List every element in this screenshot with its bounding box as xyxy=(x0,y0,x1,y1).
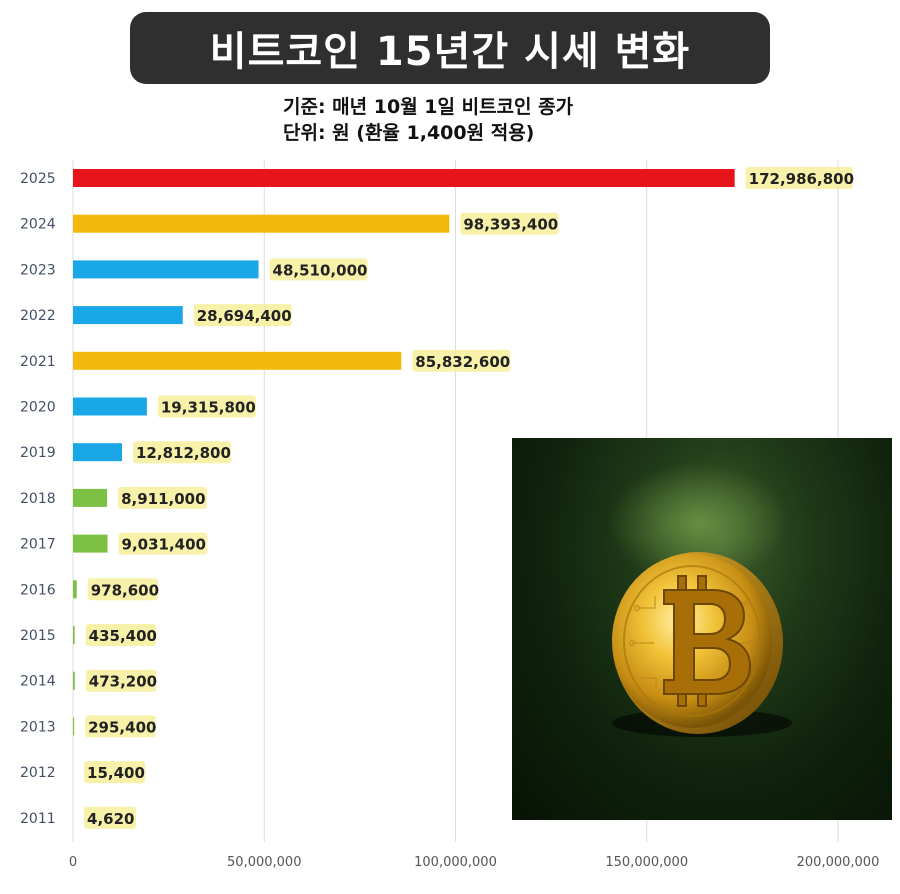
data-label: 19,315,800 xyxy=(161,399,256,417)
data-label: 295,400 xyxy=(88,718,156,736)
data-label: 172,986,800 xyxy=(749,170,854,188)
bar xyxy=(73,443,123,462)
chart-title: 비트코인 15년간 시세 변화 xyxy=(209,29,691,75)
bar xyxy=(73,351,402,370)
bitcoin-coin-icon xyxy=(607,463,792,737)
x-tick-label: 0 xyxy=(69,855,77,870)
chart-subtitle-unit: 단위: 원 (환율 1,400원 적용) xyxy=(283,122,535,144)
x-tick-label: 150,000,000 xyxy=(605,855,688,870)
data-label: 48,510,000 xyxy=(273,261,368,279)
data-label-highlight xyxy=(460,212,559,235)
bar xyxy=(73,260,259,279)
data-label: 4,620 xyxy=(87,810,134,828)
y-category-label: 2016 xyxy=(20,582,56,598)
x-tick-label: 100,000,000 xyxy=(414,855,497,870)
y-category-label: 2015 xyxy=(20,628,56,644)
data-label: 98,393,400 xyxy=(463,216,558,234)
bar xyxy=(73,671,75,690)
data-label-highlight xyxy=(84,761,146,784)
data-label-highlight xyxy=(85,715,156,738)
y-category-label: 2014 xyxy=(20,674,56,690)
data-label: 435,400 xyxy=(89,627,157,645)
data-label: 15,400 xyxy=(87,764,145,782)
bitcoin-coin-image xyxy=(512,438,892,820)
chart-subtitle-basis: 기준: 매년 10월 1일 비트코인 종가 xyxy=(283,96,574,118)
data-label-highlight xyxy=(745,167,853,189)
bar xyxy=(73,306,183,325)
data-label: 85,832,600 xyxy=(415,353,510,371)
data-label-highlight xyxy=(118,486,207,509)
data-label: 978,600 xyxy=(91,581,159,599)
bar xyxy=(73,717,75,736)
data-label: 12,812,800 xyxy=(136,444,231,462)
y-category-label: 2022 xyxy=(20,308,56,324)
y-category-label: 2025 xyxy=(20,171,56,187)
data-label-highlight xyxy=(157,395,256,418)
bar xyxy=(73,169,735,187)
bar xyxy=(73,580,77,599)
bar xyxy=(73,626,75,644)
data-label-highlight xyxy=(85,669,157,692)
data-label: 473,200 xyxy=(89,673,157,691)
bar xyxy=(73,534,108,553)
y-category-label: 2023 xyxy=(20,262,56,278)
data-label-highlight xyxy=(269,258,368,281)
data-label: 28,694,400 xyxy=(197,307,292,325)
data-label-highlight xyxy=(84,806,137,829)
y-category-label: 2018 xyxy=(20,491,56,507)
data-label: 9,031,400 xyxy=(122,536,206,554)
y-category-label: 2013 xyxy=(20,719,56,735)
bar xyxy=(73,214,450,233)
data-label-highlight xyxy=(118,532,208,555)
y-category-label: 2021 xyxy=(20,354,56,370)
y-category-label: 2012 xyxy=(20,765,56,781)
data-label-highlight xyxy=(133,441,232,464)
x-tick-label: 200,000,000 xyxy=(797,855,880,870)
y-category-label: 2017 xyxy=(20,537,56,553)
data-label-highlight xyxy=(85,624,157,646)
data-label-highlight xyxy=(412,349,511,372)
title-banner: 비트코인 15년간 시세 변화 xyxy=(130,12,770,84)
data-label-highlight xyxy=(193,304,292,327)
bar xyxy=(73,488,108,507)
data-label-highlight xyxy=(87,578,159,601)
y-category-label: 2024 xyxy=(20,217,56,233)
y-category-label: 2019 xyxy=(20,445,56,461)
y-category-label: 2020 xyxy=(20,400,56,416)
data-label: 8,911,000 xyxy=(121,490,205,508)
bar xyxy=(73,397,147,416)
x-tick-label: 50,000,000 xyxy=(227,855,301,870)
y-category-label: 2011 xyxy=(20,811,56,827)
